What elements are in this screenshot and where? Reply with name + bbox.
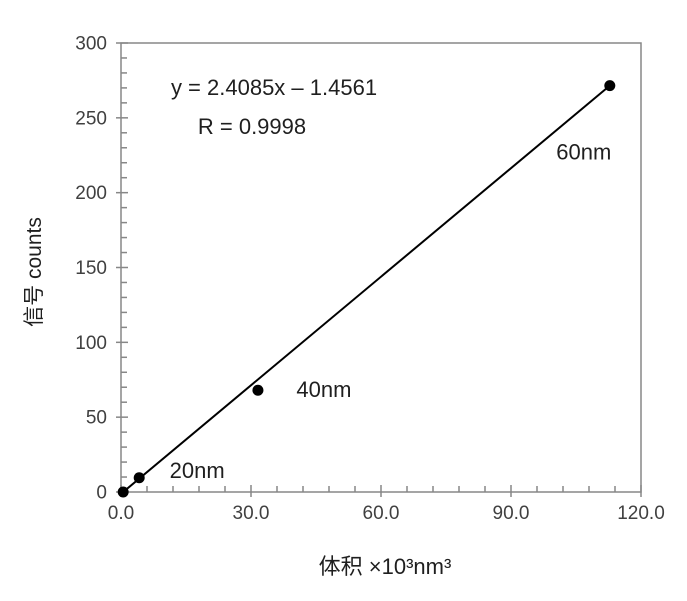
y-tick-label: 200 bbox=[75, 183, 107, 204]
data-point bbox=[133, 472, 145, 484]
x-tick-label: 30.0 bbox=[233, 503, 270, 524]
y-tick-label: 100 bbox=[75, 333, 107, 354]
y-tick-label: 150 bbox=[75, 258, 107, 279]
y-tick-label: 300 bbox=[75, 34, 107, 55]
data-point bbox=[252, 384, 264, 396]
y-tick-label: 0 bbox=[96, 483, 107, 504]
data-point-label: 60nm bbox=[556, 140, 611, 165]
data-point-label: 20nm bbox=[170, 458, 225, 483]
y-tick-label: 50 bbox=[86, 408, 107, 429]
y-axis-title: 信号 counts bbox=[23, 217, 46, 327]
trendline bbox=[122, 84, 611, 493]
data-point-label: 40nm bbox=[296, 377, 351, 402]
x-tick-label: 90.0 bbox=[493, 503, 530, 524]
trendline-equation: y = 2.4085x – 1.4561 bbox=[170, 75, 378, 100]
data-point bbox=[117, 486, 129, 498]
x-tick-label: 60.0 bbox=[363, 503, 400, 524]
x-tick-label: 0.0 bbox=[108, 503, 134, 524]
y-tick-label: 250 bbox=[75, 108, 107, 129]
plot-border bbox=[120, 42, 642, 493]
correlation-coefficient: R = 0.9998 bbox=[197, 114, 307, 139]
data-point bbox=[604, 80, 616, 92]
x-axis-title: 体积 ×10³nm³ bbox=[318, 554, 452, 579]
x-tick-label: 120.0 bbox=[617, 503, 665, 524]
